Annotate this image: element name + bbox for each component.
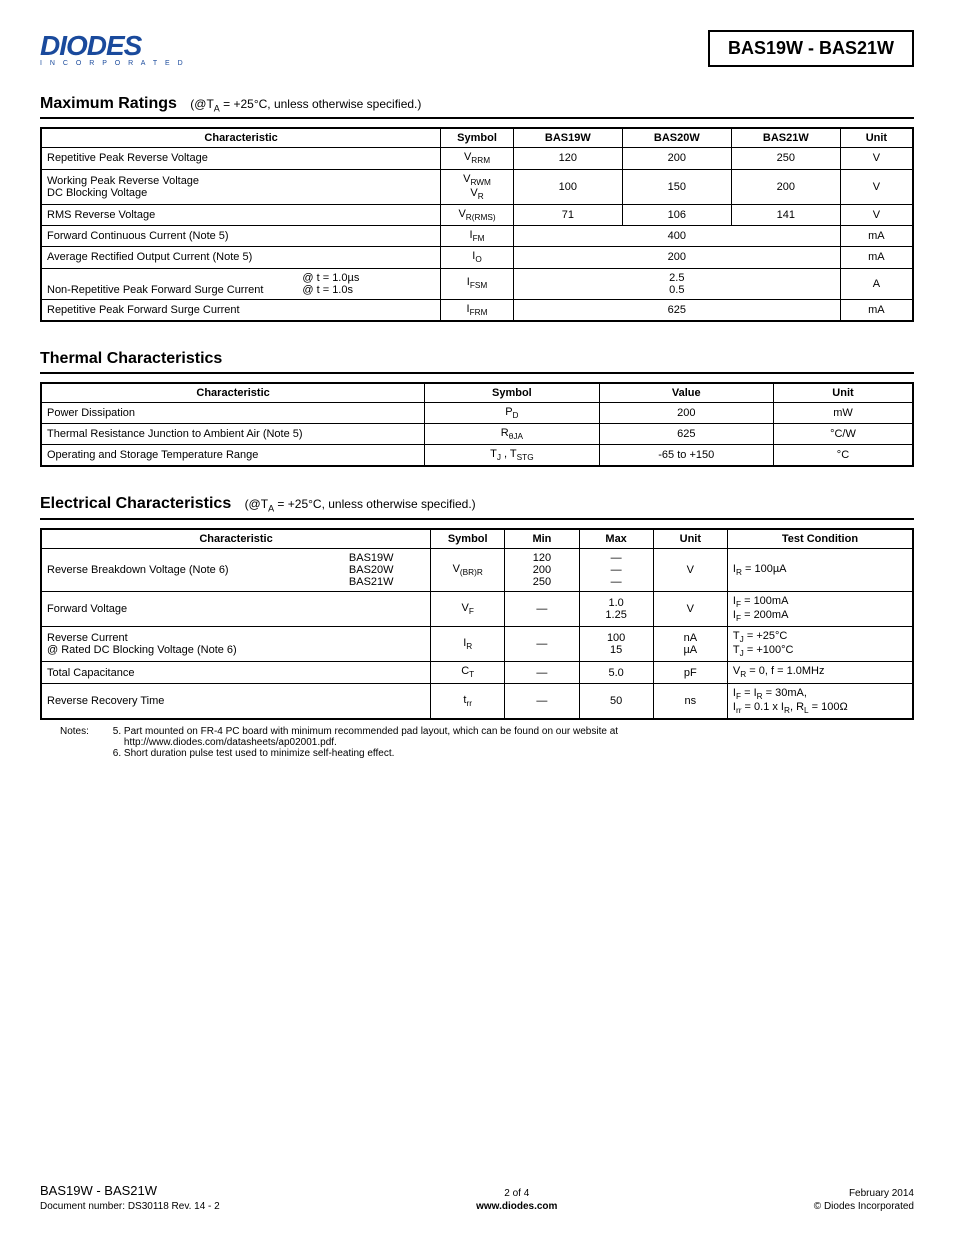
max-ratings-sub: (@TA = +25°C, unless otherwise specified… [190, 97, 421, 111]
col-unit: Unit [840, 128, 913, 148]
table-row: Forward Continuous Current (Note 5) IFM … [41, 226, 913, 247]
max-ratings-heading: Maximum Ratings (@TA = +25°C, unless oth… [40, 95, 914, 119]
table-row: Working Peak Reverse VoltageDC Blocking … [41, 169, 913, 204]
notes-label: Notes: [60, 726, 110, 737]
table-header-row: Characteristic Symbol Min Max Unit Test … [41, 529, 913, 549]
note6: 6. Short duration pulse test used to min… [113, 748, 395, 759]
table-header-row: Characteristic Symbol BAS19W BAS20W BAS2… [41, 128, 913, 148]
note5-url: http://www.diodes.com/datasheets/ap02001… [124, 737, 337, 748]
electrical-table: Characteristic Symbol Min Max Unit Test … [40, 528, 914, 720]
thermal-heading: Thermal Characteristics [40, 350, 914, 374]
electrical-heading: Electrical Characteristics (@TA = +25°C,… [40, 495, 914, 519]
footer-page: 2 of 4 [476, 1187, 557, 1200]
table-row: Reverse Current@ Rated DC Blocking Volta… [41, 627, 913, 662]
table-row: Thermal Resistance Junction to Ambient A… [41, 423, 913, 444]
footer-docnum: Document number: DS30118 Rev. 14 - 2 [40, 1200, 220, 1213]
thermal-table: Characteristic Symbol Value Unit Power D… [40, 382, 914, 468]
table-row: Power Dissipation PD 200 mW [41, 402, 913, 423]
col-symbol: Symbol [441, 128, 514, 148]
col-bas19w: BAS19W [513, 128, 622, 148]
table-row: Repetitive Peak Reverse Voltage VRRM 120… [41, 148, 913, 169]
col-bas21w: BAS21W [731, 128, 840, 148]
table-row: Reverse Breakdown Voltage (Note 6) BAS19… [41, 548, 913, 591]
table-row: Forward Voltage VF — 1.01.25 V IF = 100m… [41, 591, 913, 626]
page-header: DIODES I N C O R P O R A T E D BAS19W - … [40, 30, 914, 67]
table-row: Repetitive Peak Forward Surge Current IF… [41, 299, 913, 321]
footer-date: February 2014 [814, 1187, 914, 1200]
table-row: Average Rectified Output Current (Note 5… [41, 247, 913, 268]
table-row: Reverse Recovery Time trr — 50 ns IF = I… [41, 683, 913, 719]
table-row: RMS Reverse Voltage VR(RMS) 71 106 141 V [41, 204, 913, 225]
footer-url: www.diodes.com [476, 1200, 557, 1213]
table-row: Non-Repetitive Peak Forward Surge Curren… [41, 268, 913, 299]
logo-subtext: I N C O R P O R A T E D [40, 60, 186, 67]
footer-part: BAS19W - BAS21W [40, 1183, 220, 1200]
footer-copyright: © Diodes Incorporated [814, 1200, 914, 1213]
table-row: Total Capacitance CT — 5.0 pF VR = 0, f … [41, 662, 913, 683]
max-ratings-title: Maximum Ratings [40, 95, 177, 112]
table-row: Operating and Storage Temperature Range … [41, 445, 913, 467]
table-header-row: Characteristic Symbol Value Unit [41, 383, 913, 403]
col-bas20w: BAS20W [622, 128, 731, 148]
max-ratings-table: Characteristic Symbol BAS19W BAS20W BAS2… [40, 127, 914, 321]
part-title: BAS19W - BAS21W [708, 30, 914, 67]
notes: Notes: 5. Part mounted on FR-4 PC board … [60, 726, 914, 759]
page-footer: BAS19W - BAS21W Document number: DS30118… [40, 1183, 914, 1213]
logo: DIODES I N C O R P O R A T E D [40, 30, 186, 67]
col-characteristic: Characteristic [41, 128, 441, 148]
logo-text: DIODES [40, 30, 141, 62]
note5: 5. Part mounted on FR-4 PC board with mi… [113, 726, 618, 737]
